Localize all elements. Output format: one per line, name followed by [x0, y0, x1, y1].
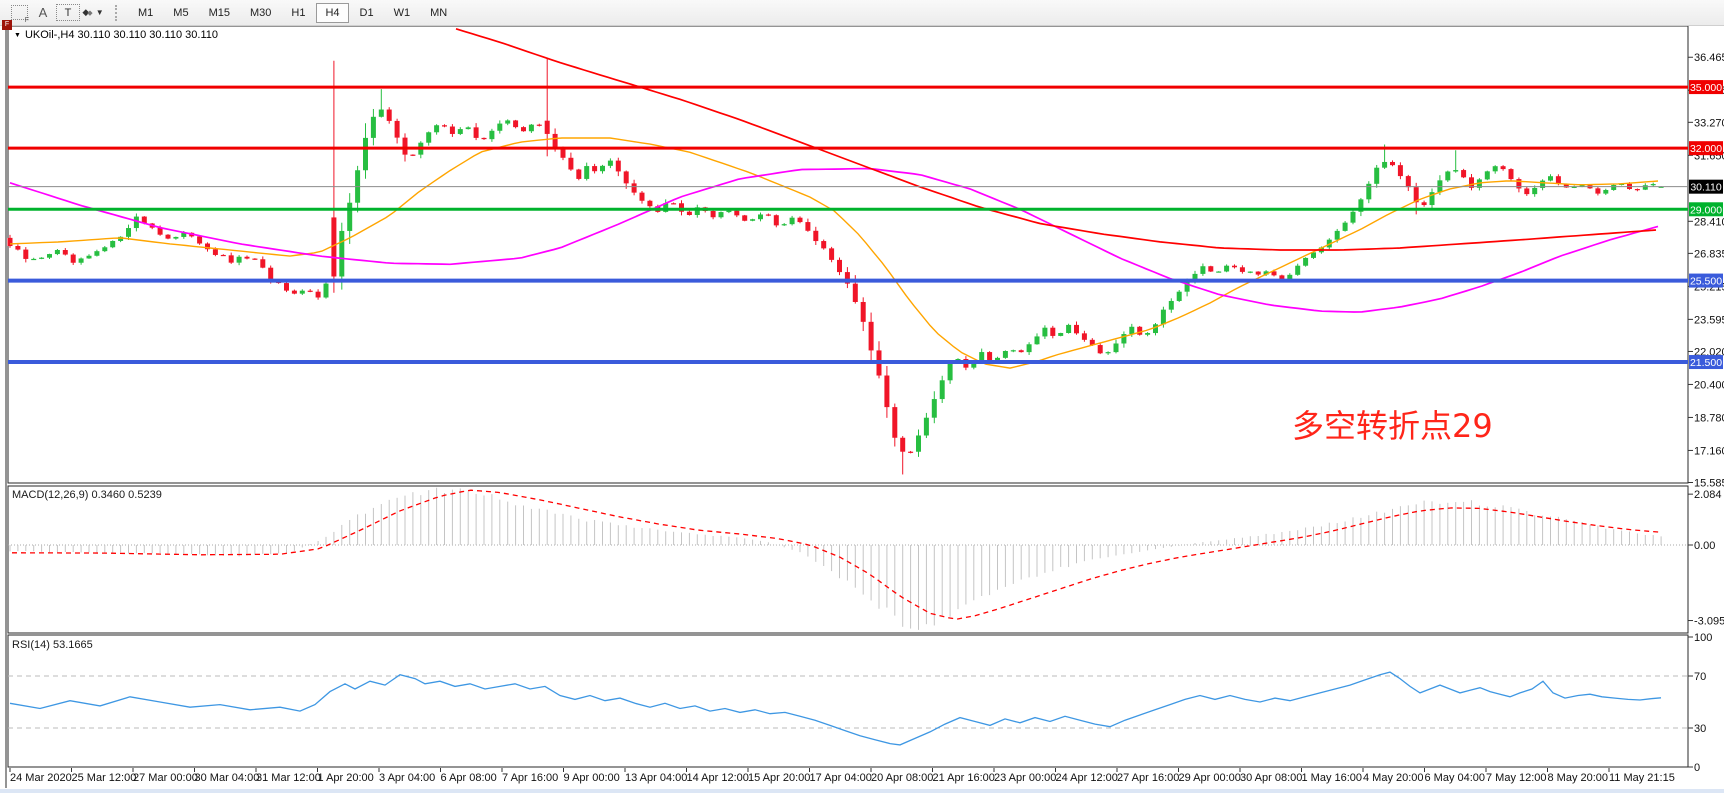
svg-text:31 Mar 12:00: 31 Mar 12:00: [256, 772, 321, 784]
current-price-badge: 30.110: [1689, 179, 1723, 194]
price-badge-35.000: 35.000: [1689, 80, 1723, 95]
ma-mid-magenta: [9, 167, 1659, 313]
svg-text:23 Apr 00:00: 23 Apr 00:00: [994, 772, 1056, 784]
macd-histogram: [9, 487, 1662, 630]
svg-text:0: 0: [1694, 762, 1700, 774]
chart-window-mini-icon[interactable]: F: [2, 20, 12, 30]
macd-label: MACD(12,26,9) 0.3460 0.5239: [12, 489, 162, 501]
indicator-window-icon[interactable]: F: [8, 3, 30, 24]
timeframe-m1-button[interactable]: M1: [129, 3, 162, 23]
svg-text:1 May 16:00: 1 May 16:00: [1302, 772, 1363, 784]
svg-text:8 May 20:00: 8 May 20:00: [1548, 772, 1609, 784]
ma-fast-orange: [9, 137, 1659, 369]
svg-text:13 Apr 04:00: 13 Apr 04:00: [625, 772, 687, 784]
toolbar-drag-handle[interactable]: [115, 4, 121, 21]
svg-text:21.500: 21.500: [1690, 357, 1722, 369]
chart-title: ▼ UKOil-,H4 30.110 30.110 30.110 30.110: [14, 29, 218, 41]
timeframe-m5-button[interactable]: M5: [164, 3, 197, 23]
svg-text:27 Apr 16:00: 27 Apr 16:00: [1117, 772, 1179, 784]
svg-text:15.585: 15.585: [1694, 478, 1724, 490]
window-bottom-edge: [0, 789, 1724, 793]
text-label-icon[interactable]: T: [56, 4, 80, 21]
timeframe-w1-button[interactable]: W1: [385, 3, 420, 23]
svg-text:7 May 12:00: 7 May 12:00: [1486, 772, 1547, 784]
svg-text:4 May 20:00: 4 May 20:00: [1363, 772, 1424, 784]
price-badge-29.000: 29.000: [1689, 202, 1723, 217]
svg-text:14 Apr 12:00: 14 Apr 12:00: [687, 772, 749, 784]
svg-text:20 Apr 08:00: 20 Apr 08:00: [871, 772, 933, 784]
svg-text:11 May 21:15: 11 May 21:15: [1609, 772, 1675, 784]
diamond-glyph-small: ◆: [87, 9, 93, 17]
dotted-box-glyph: [10, 5, 28, 20]
arrow-objects-icon[interactable]: ◆ ◆ ▼: [82, 3, 104, 22]
svg-text:3 Apr 04:00: 3 Apr 04:00: [379, 772, 435, 784]
main-pane[interactable]: [7, 25, 1689, 484]
chevron-down-icon: ▼: [95, 8, 104, 17]
svg-text:6 May 04:00: 6 May 04:00: [1425, 772, 1486, 784]
svg-text:24 Apr 12:00: 24 Apr 12:00: [1056, 772, 1118, 784]
svg-text:17.160: 17.160: [1694, 445, 1724, 457]
annotation-text[interactable]: 多空转折点29: [1292, 407, 1493, 445]
svg-text:30 Apr 08:00: 30 Apr 08:00: [1240, 772, 1302, 784]
macd-scale: 2.084 0.00 -3.0957: [1688, 489, 1724, 628]
svg-text:15 Apr 20:00: 15 Apr 20:00: [748, 772, 810, 784]
svg-text:-3.0957: -3.0957: [1694, 616, 1724, 628]
svg-text:21 Apr 16:00: 21 Apr 16:00: [933, 772, 995, 784]
svg-text:32.000: 32.000: [1690, 143, 1722, 155]
font-a-icon[interactable]: A: [38, 5, 48, 20]
svg-text:33.270: 33.270: [1694, 117, 1724, 129]
svg-text:17 Apr 04:00: 17 Apr 04:00: [810, 772, 872, 784]
timeframe-m30-button[interactable]: M30: [241, 3, 280, 23]
macd-signal-line: [12, 489, 1660, 620]
svg-text:100: 100: [1694, 632, 1712, 644]
svg-text:27 Mar 00:00: 27 Mar 00:00: [133, 772, 198, 784]
rsi-scale: 100 70 30 0: [1688, 632, 1712, 774]
timeframe-h1-button[interactable]: H1: [282, 3, 314, 23]
svg-text:35.000: 35.000: [1690, 82, 1722, 94]
svg-text:30 Mar 04:00: 30 Mar 04:00: [195, 772, 260, 784]
timeframe-d1-button[interactable]: D1: [351, 3, 383, 23]
svg-text:18.780: 18.780: [1694, 412, 1724, 424]
price-badge-32.000: 32.000: [1689, 141, 1723, 156]
diamond-glyph: ◆: [82, 7, 89, 17]
toolbar: F A T ◆ ◆ ▼ M1 M5 M15 M30 H1 H4 D1 W1 MN: [0, 0, 1724, 26]
svg-text:23.595: 23.595: [1694, 314, 1724, 326]
svg-text:6 Apr 08:00: 6 Apr 08:00: [441, 772, 497, 784]
svg-text:70: 70: [1694, 671, 1706, 683]
svg-text:36.465: 36.465: [1694, 52, 1724, 64]
svg-text:26.835: 26.835: [1694, 248, 1724, 260]
svg-text:2.084: 2.084: [1694, 489, 1722, 501]
timeframe-h4-button[interactable]: H4: [316, 2, 349, 23]
timeframe-m15-button[interactable]: M15: [200, 3, 239, 23]
svg-text:1 Apr 20:00: 1 Apr 20:00: [318, 772, 374, 784]
chart-title-text: UKOil-,H4 30.110 30.110 30.110 30.110: [24, 29, 218, 41]
svg-text:0.00: 0.00: [1694, 540, 1715, 552]
price-badge-25.500: 25.500: [1689, 273, 1723, 288]
svg-text:9 Apr 00:00: 9 Apr 00:00: [564, 772, 620, 784]
rsi-line: [9, 671, 1662, 746]
svg-text:20.400: 20.400: [1694, 379, 1724, 391]
timeframe-mn-button[interactable]: MN: [421, 3, 456, 23]
macd-pane[interactable]: [7, 485, 1689, 634]
svg-text:7 Apr 16:00: 7 Apr 16:00: [502, 772, 558, 784]
rsi-label: RSI(14) 53.1665: [12, 639, 93, 651]
ma-long-red: [455, 27, 1657, 251]
price-badge-21.500: 21.500: [1689, 355, 1723, 370]
dropdown-triangle-icon[interactable]: ▼: [14, 32, 21, 39]
svg-text:30.110: 30.110: [1690, 182, 1721, 194]
price-scale: 36.46534.84533.27031.65028.41026.83525.2…: [1688, 52, 1724, 490]
svg-text:25.500: 25.500: [1690, 276, 1722, 288]
svg-text:29.000: 29.000: [1690, 204, 1722, 216]
svg-text:24 Mar 2020: 24 Mar 2020: [10, 772, 72, 784]
svg-text:28.410: 28.410: [1694, 216, 1724, 228]
svg-text:30: 30: [1694, 723, 1706, 735]
rsi-pane[interactable]: [7, 634, 1689, 768]
svg-text:25 Mar 12:00: 25 Mar 12:00: [72, 772, 137, 784]
svg-text:29 Apr 00:00: 29 Apr 00:00: [1179, 772, 1241, 784]
